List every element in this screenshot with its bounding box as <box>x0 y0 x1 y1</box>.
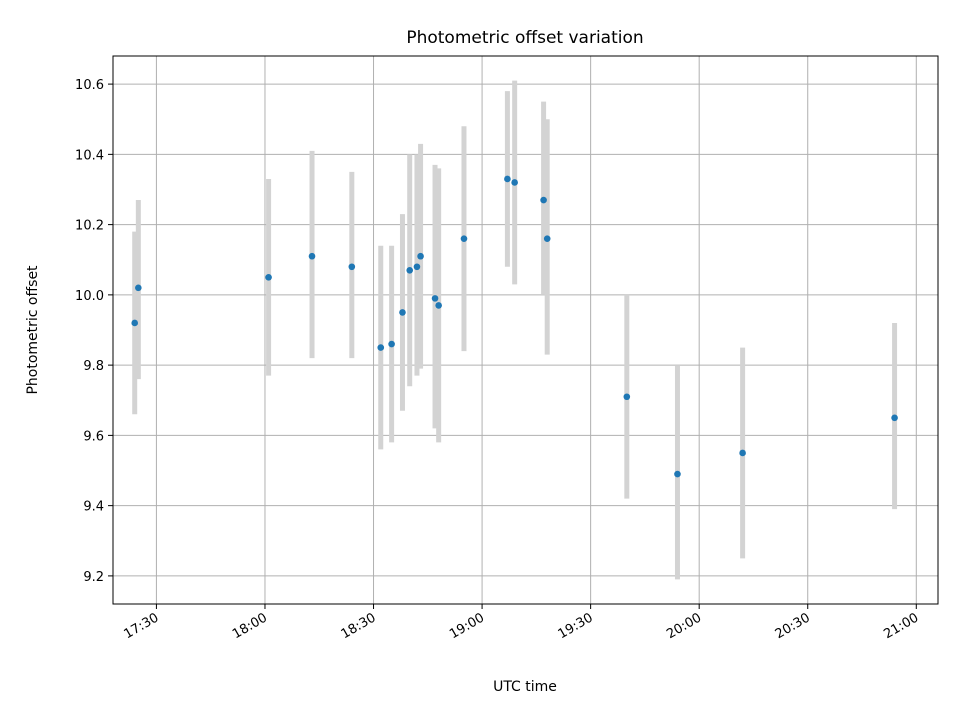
y-tick-label: 9.2 <box>83 570 104 585</box>
data-point <box>623 393 631 401</box>
data-point <box>417 252 424 260</box>
data-point <box>265 274 272 281</box>
chart-title: Photometric offset variation <box>406 28 643 48</box>
data-point <box>308 252 316 260</box>
data-point <box>431 295 439 302</box>
y-axis-ticks: 9.2 9.4 9.6 9.8 10.0 10.2 10.4 10.6 <box>75 78 113 585</box>
grid-lines <box>113 56 938 604</box>
data-point <box>504 175 511 183</box>
x-axis-label: UTC time <box>493 679 557 695</box>
data-point <box>435 302 442 309</box>
data-point <box>460 235 468 242</box>
y-tick-label: 10.4 <box>75 148 104 163</box>
data-point <box>739 449 746 457</box>
y-tick-label: 9.6 <box>83 429 104 444</box>
data-point <box>348 263 356 271</box>
y-tick-label: 9.4 <box>83 500 104 515</box>
data-point <box>543 235 551 242</box>
data-point <box>413 263 421 271</box>
data-point <box>399 309 406 316</box>
y-tick-label: 9.8 <box>83 359 104 374</box>
data-point <box>135 284 142 292</box>
data-point <box>511 179 518 186</box>
y-tick-label: 10.6 <box>75 78 104 93</box>
data-point <box>377 344 385 351</box>
plot-frame <box>112 55 939 605</box>
data-point <box>131 319 139 327</box>
y-tick-label: 10.2 <box>75 219 104 234</box>
data-point <box>674 470 681 478</box>
data-points <box>131 175 898 478</box>
data-point <box>406 266 414 274</box>
y-axis-label: Photometric offset <box>25 265 41 395</box>
y-tick-label: 10.0 <box>75 289 104 304</box>
data-point <box>388 340 395 348</box>
data-point <box>891 414 898 422</box>
data-point <box>540 196 547 204</box>
